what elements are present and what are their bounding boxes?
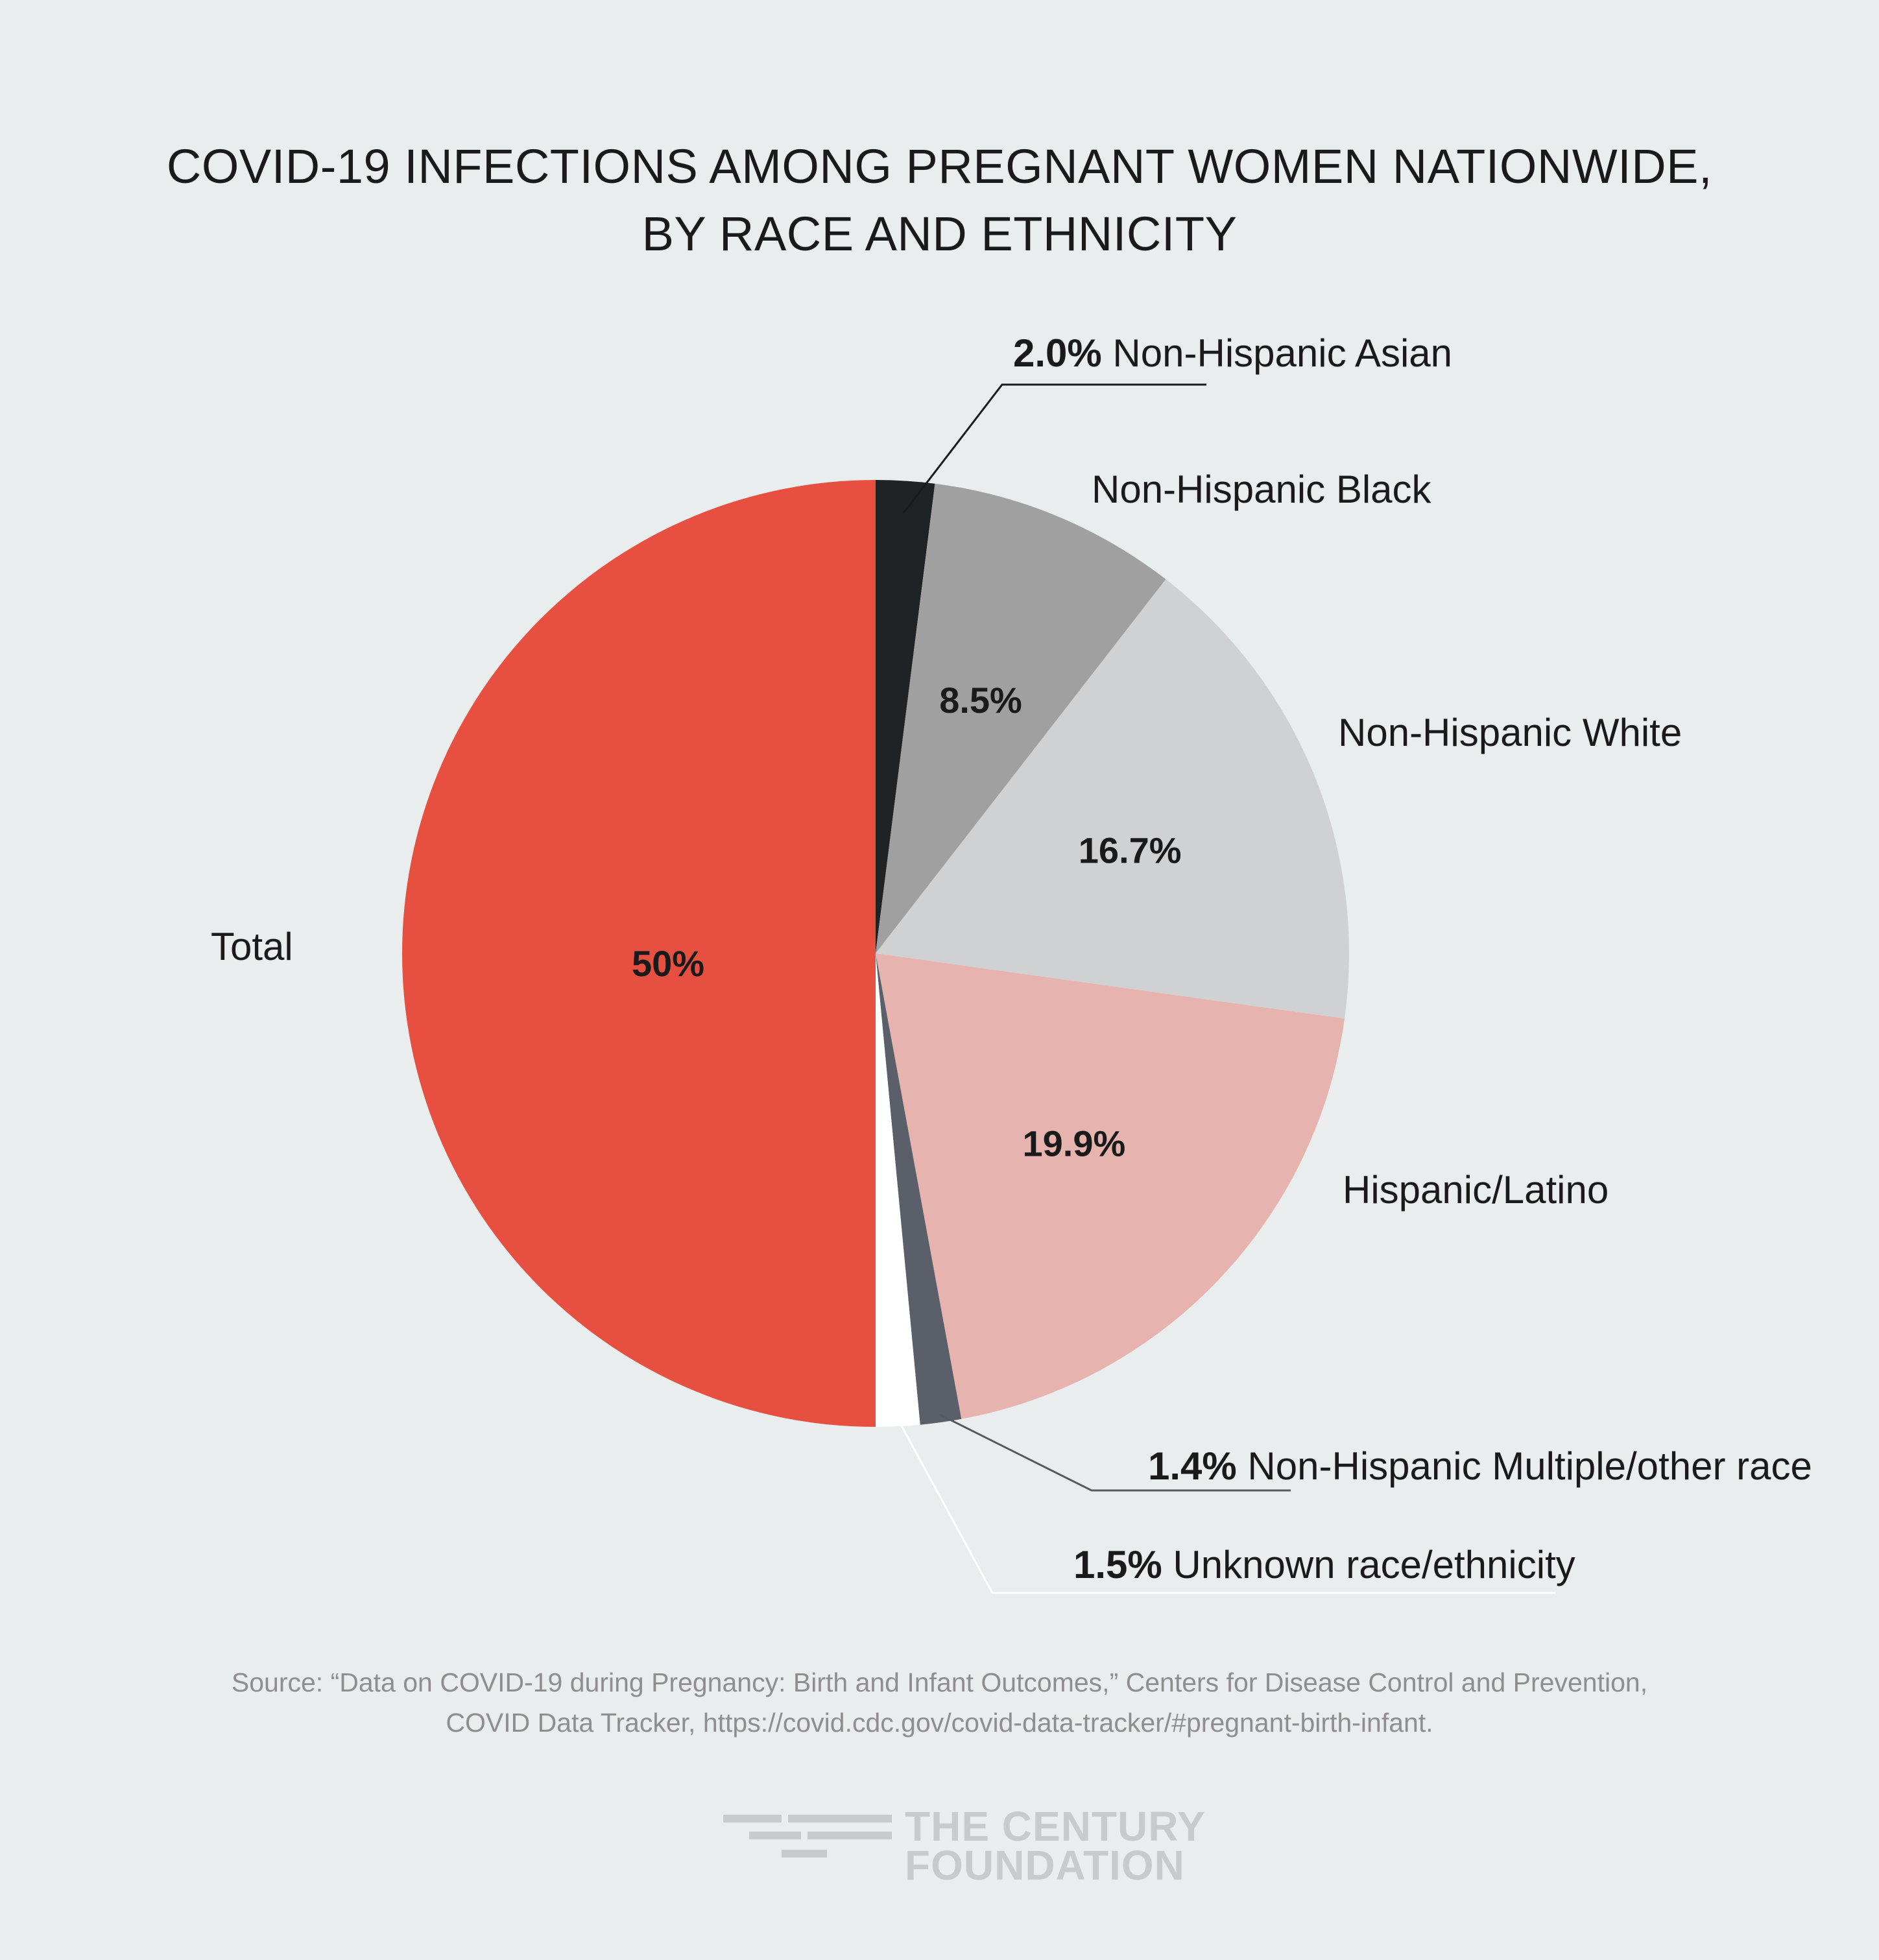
- value-non-hispanic-black: 8.5%: [939, 680, 1022, 721]
- pie-slices: [402, 480, 1349, 1427]
- chart-title: COVID-19 INFECTIONS AMONG PREGNANT WOMEN…: [0, 133, 1879, 268]
- label-non-hispanic-multiple: 1.4% Non-Hispanic Multiple/other race: [1148, 1444, 1812, 1488]
- label-non-hispanic-asian-category: Non-Hispanic Asian: [1102, 331, 1452, 375]
- label-non-hispanic-multiple-value: 1.4%: [1148, 1444, 1237, 1488]
- source-line-1: Source: “Data on COVID-19 during Pregnan…: [231, 1667, 1648, 1697]
- logo-line-2: FOUNDATION: [905, 1842, 1185, 1889]
- source-line-2: COVID Data Tracker, https://covid.cdc.go…: [446, 1708, 1433, 1738]
- pie-slice-unknown-race-ethnicity: [876, 953, 920, 1427]
- source-note: Source: “Data on COVID-19 during Pregnan…: [0, 1662, 1879, 1743]
- label-unknown-race: 1.5% Unknown race/ethnicity: [1073, 1543, 1575, 1586]
- label-unknown-race-value: 1.5%: [1073, 1543, 1162, 1586]
- pie-slice-non-hispanic-black: [876, 483, 1166, 953]
- leader-line-non-hispanic-multiple: [939, 1413, 1291, 1492]
- logo-wordmark: THE CENTURY FOUNDATION: [905, 1803, 1206, 1889]
- century-foundation-logo: THE CENTURY FOUNDATION: [723, 1806, 1205, 1894]
- value-total: 50%: [632, 943, 704, 984]
- label-total: Total: [211, 925, 293, 968]
- label-non-hispanic-asian-value: 2.0%: [1013, 331, 1102, 375]
- leader-lines: [896, 383, 1555, 1594]
- label-non-hispanic-asian: 2.0% Non-Hispanic Asian: [1013, 331, 1452, 375]
- label-hispanic-latino: Hispanic/Latino: [1343, 1168, 1609, 1212]
- label-non-hispanic-multiple-category: Non-Hispanic Multiple/other race: [1237, 1444, 1812, 1488]
- pie-slice-non-hispanic-white: [876, 579, 1349, 1019]
- value-hispanic-latino: 19.9%: [1023, 1123, 1126, 1164]
- leader-line-non-hispanic-asian: [902, 383, 1206, 514]
- logo-line-1: THE CENTURY: [905, 1803, 1206, 1850]
- pie-slice-non-hispanic-asian: [876, 480, 935, 953]
- chart-title-line-1: COVID-19 INFECTIONS AMONG PREGNANT WOMEN…: [166, 139, 1713, 193]
- logo-mark-icon: [723, 1815, 892, 1858]
- slice-labels: 2.0% Non-Hispanic Asian Non-Hispanic Blac…: [211, 331, 1812, 1586]
- leader-line-unknown: [896, 1418, 1555, 1594]
- label-non-hispanic-white: Non-Hispanic White: [1338, 711, 1682, 754]
- pie-slice-hispanic-latino: [876, 953, 1345, 1419]
- label-non-hispanic-black: Non-Hispanic Black: [1092, 468, 1432, 511]
- pie-slice-non-hispanic-multiple-other-race: [876, 953, 962, 1425]
- label-unknown-race-category: Unknown race/ethnicity: [1162, 1543, 1575, 1586]
- pie-slice-total: [402, 480, 876, 1427]
- chart-title-line-2: BY RACE AND ETHNICITY: [641, 207, 1238, 261]
- value-non-hispanic-white: 16.7%: [1079, 830, 1182, 870]
